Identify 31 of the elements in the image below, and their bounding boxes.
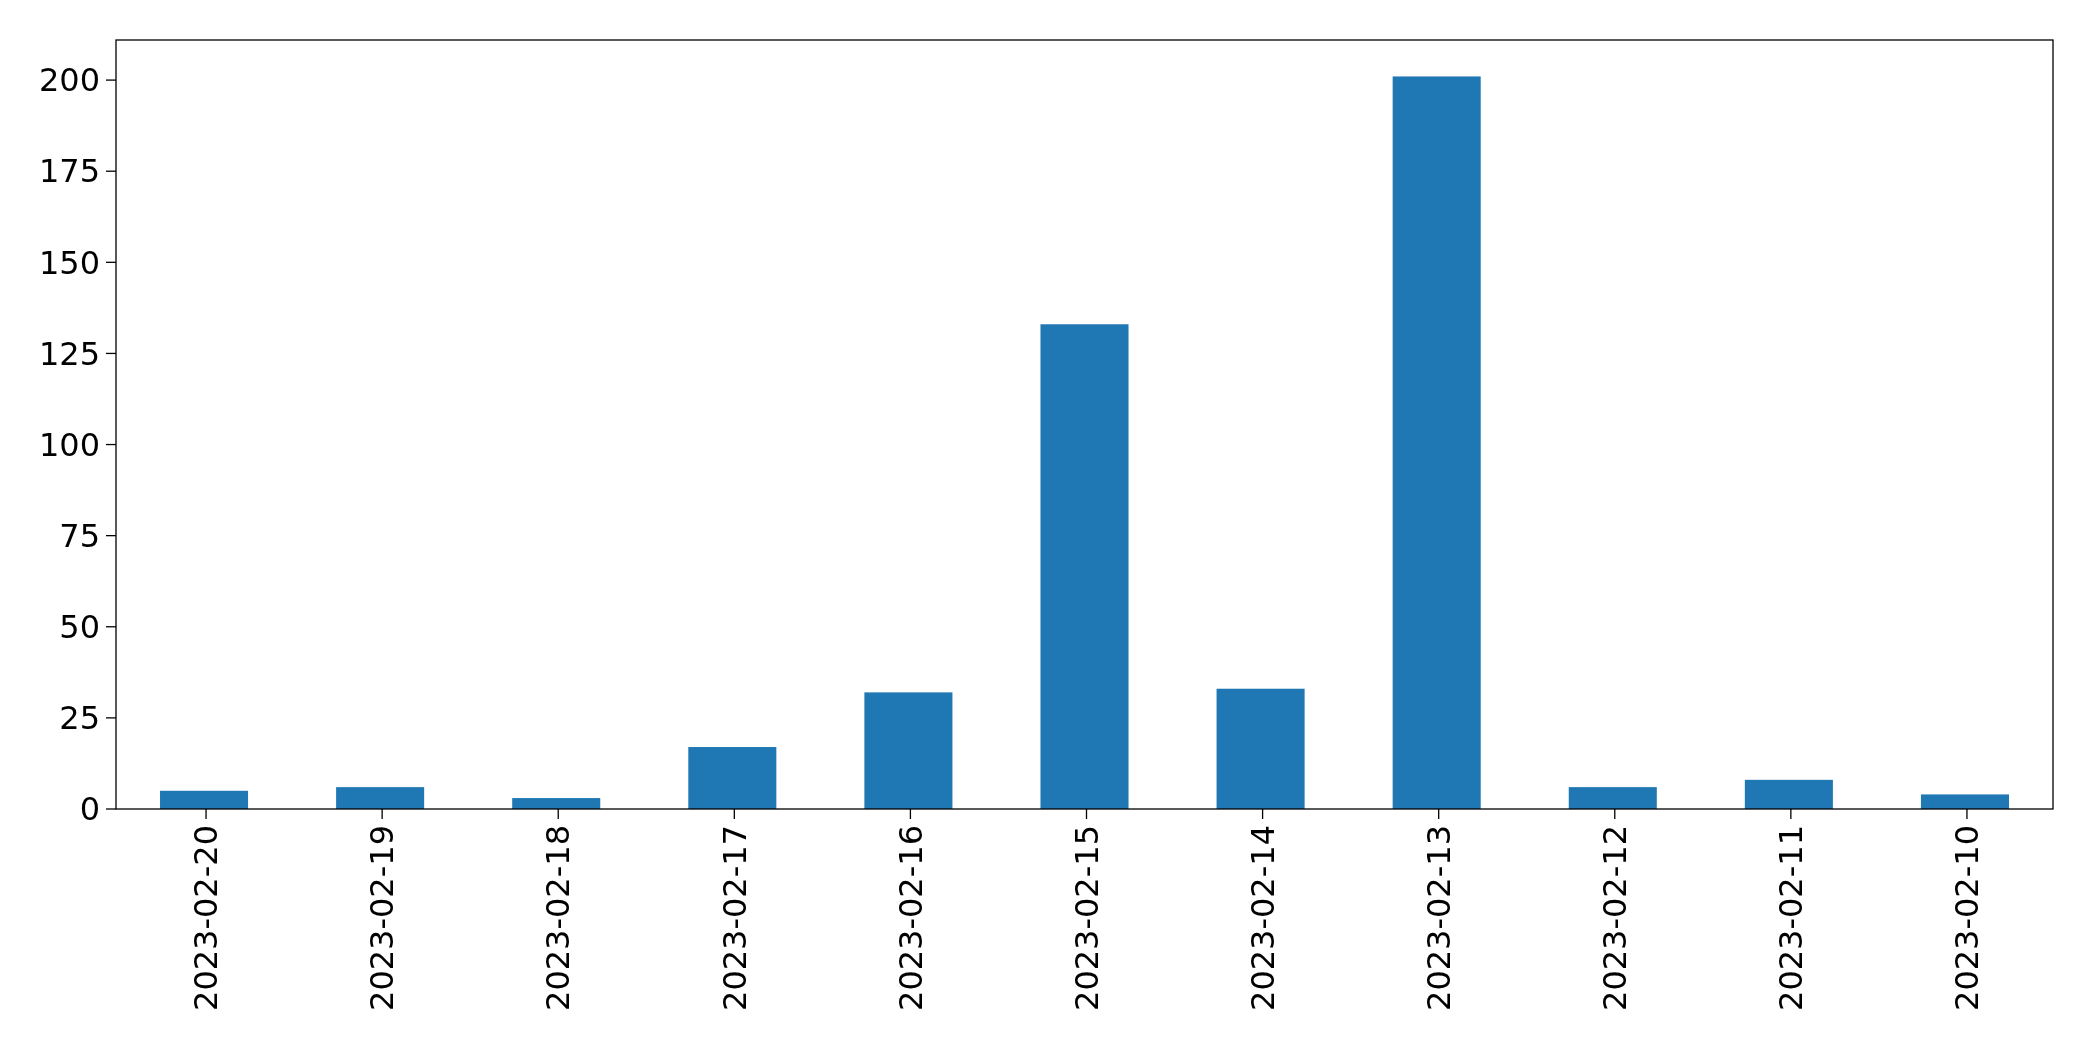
y-tick-label: 150 bbox=[38, 243, 100, 282]
x-tick-label: 2023-02-13 bbox=[1419, 825, 1458, 1011]
y-tick-label: 200 bbox=[38, 61, 100, 100]
bar bbox=[1744, 779, 1833, 809]
y-tick-label: 25 bbox=[59, 699, 100, 738]
x-tick-label: 2023-02-16 bbox=[891, 825, 930, 1011]
x-tick-label: 2023-02-17 bbox=[715, 825, 754, 1011]
y-tick-label: 125 bbox=[38, 334, 100, 373]
x-tick-label: 2023-02-19 bbox=[363, 825, 402, 1011]
bar bbox=[864, 692, 953, 809]
bar bbox=[1392, 76, 1481, 809]
bar bbox=[160, 790, 249, 809]
y-tick-label: 50 bbox=[59, 607, 100, 646]
x-tick-label: 2023-02-18 bbox=[539, 825, 578, 1011]
bar bbox=[688, 747, 777, 809]
x-tick-label: 2023-02-10 bbox=[1948, 825, 1987, 1011]
x-tick-label: 2023-02-20 bbox=[187, 825, 226, 1011]
y-tick-label: 175 bbox=[38, 152, 100, 191]
x-tick-label: 2023-02-14 bbox=[1243, 825, 1282, 1011]
bar bbox=[1040, 324, 1129, 809]
x-tick-label: 2023-02-11 bbox=[1772, 825, 1811, 1011]
x-tick-label: 2023-02-12 bbox=[1595, 825, 1634, 1011]
bar bbox=[1216, 688, 1305, 809]
bar bbox=[512, 798, 601, 809]
y-tick-label: 100 bbox=[38, 425, 100, 464]
bar bbox=[1568, 787, 1657, 809]
y-tick-label: 75 bbox=[59, 516, 100, 555]
y-tick-label: 0 bbox=[79, 790, 100, 829]
bar bbox=[336, 787, 425, 809]
x-tick-label: 2023-02-15 bbox=[1067, 825, 1106, 1011]
bar bbox=[1920, 794, 2009, 809]
